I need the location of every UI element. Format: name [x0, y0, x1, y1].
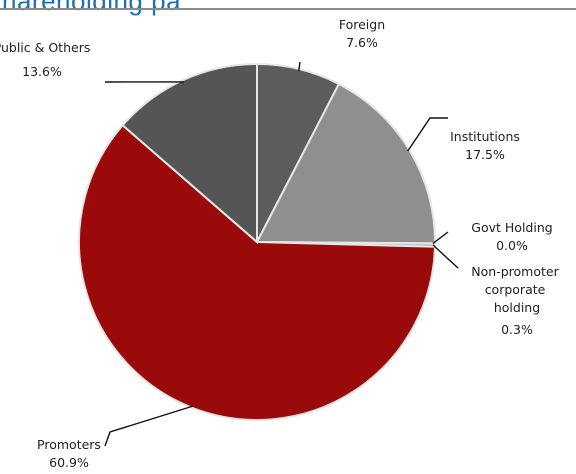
slice-label-public-others: Public & Others — [0, 40, 90, 55]
slice-label-govt-holding: Govt Holding — [471, 220, 552, 235]
slice-label-non-promoter-line1: Non-promoter — [471, 264, 559, 279]
pie-slice-public-others — [121, 62, 258, 245]
slice-value-institutions: 17.5% — [465, 147, 505, 162]
slice-value-promoters: 60.9% — [49, 455, 89, 470]
pie-slices — [78, 62, 436, 421]
pie-slice-promoters — [78, 123, 436, 421]
leader-line-foreign — [298, 61, 301, 72]
leader-line-non-promoter-corporate-holding — [432, 244, 459, 269]
slice-label-institutions: Institutions — [450, 129, 520, 144]
leader-line-institutions — [407, 117, 448, 152]
slice-label-promoters: Promoters — [37, 437, 101, 452]
slice-label-non-promoter-line2: corporate — [485, 282, 546, 297]
slice-value-govt-holding: 0.0% — [496, 238, 528, 253]
slice-value-public-others: 13.6% — [22, 64, 62, 79]
slice-label-non-promoter: Non-promoter corporate holding — [471, 264, 562, 315]
title-divider — [0, 8, 576, 10]
leader-line-govt-holding — [432, 231, 449, 244]
slice-value-non-promoter: 0.3% — [501, 322, 533, 337]
slice-label-foreign: Foreign — [339, 17, 385, 32]
leader-lines — [104, 61, 459, 447]
leader-line-promoters — [104, 405, 194, 447]
slice-label-non-promoter-line3: holding — [494, 300, 540, 315]
slice-value-foreign: 7.6% — [346, 35, 378, 50]
pie-slice-institutions — [255, 82, 436, 245]
